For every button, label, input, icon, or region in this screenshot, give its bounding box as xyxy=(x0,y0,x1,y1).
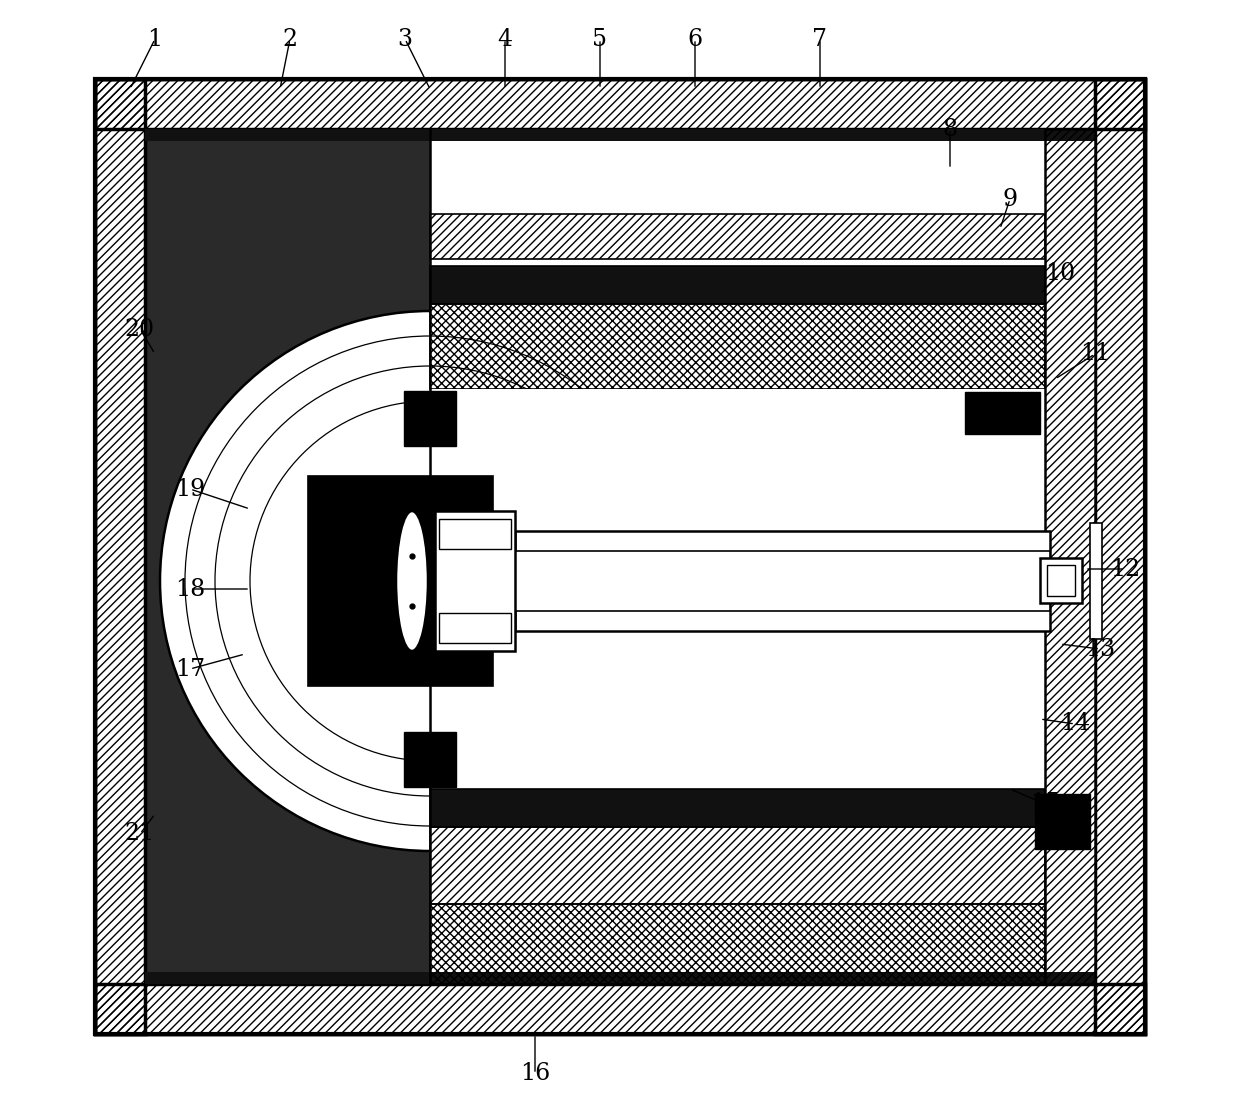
Bar xyxy=(430,214,1045,259)
Bar xyxy=(430,389,1045,789)
Text: 4: 4 xyxy=(497,27,512,51)
Bar xyxy=(95,79,1145,1034)
Text: 8: 8 xyxy=(942,118,957,141)
Bar xyxy=(1045,129,1095,984)
Bar xyxy=(430,789,1045,828)
Bar xyxy=(430,214,1045,259)
Text: 2: 2 xyxy=(283,27,298,51)
Bar xyxy=(430,129,1095,984)
Circle shape xyxy=(160,311,701,851)
Ellipse shape xyxy=(396,511,428,651)
Bar xyxy=(430,904,1045,984)
Bar xyxy=(145,129,430,984)
Text: 15: 15 xyxy=(1030,792,1060,815)
Bar xyxy=(965,392,1040,434)
Bar xyxy=(430,789,1045,828)
Text: 6: 6 xyxy=(687,27,703,51)
Bar xyxy=(1040,558,1083,603)
Text: 18: 18 xyxy=(175,577,205,600)
Bar xyxy=(435,511,515,651)
Text: 16: 16 xyxy=(520,1063,551,1086)
Text: 10: 10 xyxy=(1045,263,1075,286)
Text: 7: 7 xyxy=(812,27,827,51)
Bar xyxy=(1047,565,1075,596)
Bar xyxy=(95,79,1145,1034)
Bar xyxy=(430,129,1095,984)
Text: 1: 1 xyxy=(148,27,162,51)
Bar xyxy=(95,79,145,1034)
Text: 3: 3 xyxy=(398,27,413,51)
Text: 9: 9 xyxy=(1002,188,1018,211)
Bar xyxy=(1090,523,1102,639)
Bar xyxy=(95,79,1145,129)
Bar xyxy=(430,828,1045,904)
Text: 21: 21 xyxy=(125,822,155,845)
Text: 13: 13 xyxy=(1085,637,1115,660)
Bar xyxy=(430,304,1045,389)
Bar xyxy=(308,476,494,686)
Bar xyxy=(439,613,511,643)
Bar xyxy=(1095,79,1145,1034)
Bar xyxy=(430,266,1045,304)
Text: 5: 5 xyxy=(593,27,608,51)
Bar xyxy=(439,519,511,550)
Bar xyxy=(1045,129,1095,984)
Bar xyxy=(145,129,1095,141)
Text: 17: 17 xyxy=(175,657,205,680)
Bar xyxy=(430,304,1045,389)
Bar xyxy=(430,828,1045,904)
Bar xyxy=(515,531,1050,631)
Bar xyxy=(515,551,1050,611)
Text: 14: 14 xyxy=(1060,712,1090,735)
Text: 19: 19 xyxy=(175,477,205,500)
Text: 20: 20 xyxy=(125,318,155,341)
Bar xyxy=(1035,793,1090,850)
Bar xyxy=(404,732,456,787)
Bar xyxy=(404,391,456,446)
Bar xyxy=(430,389,1045,789)
Bar xyxy=(430,904,1045,984)
Bar xyxy=(430,266,1045,304)
Text: 12: 12 xyxy=(1110,557,1140,580)
Bar xyxy=(145,972,1095,984)
Text: 11: 11 xyxy=(1080,343,1110,366)
Bar xyxy=(95,984,1145,1034)
